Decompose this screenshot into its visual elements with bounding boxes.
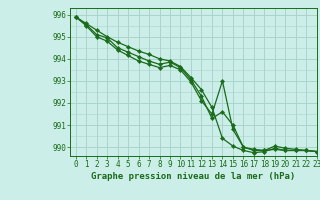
X-axis label: Graphe pression niveau de la mer (hPa): Graphe pression niveau de la mer (hPa) <box>92 172 296 181</box>
